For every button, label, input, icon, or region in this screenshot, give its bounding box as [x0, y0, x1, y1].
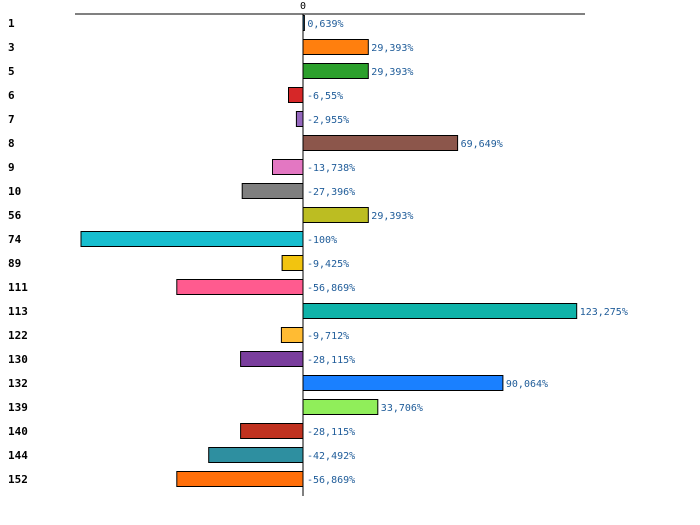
bar-144 [208, 447, 304, 463]
value-label-144: -42,492% [307, 451, 355, 462]
category-label-7: 7 [8, 113, 15, 126]
bar-89 [281, 255, 304, 271]
bar-152 [176, 471, 304, 487]
value-label-74: -100% [307, 235, 337, 246]
value-label-6: -6,55% [307, 91, 343, 102]
bar-3 [302, 39, 369, 55]
value-label-89: -9,425% [307, 259, 349, 270]
bar-113 [302, 303, 578, 319]
bar-9 [272, 159, 304, 175]
bar-7 [295, 111, 304, 127]
value-label-1: 0,639% [307, 19, 343, 30]
category-label-89: 89 [8, 257, 21, 270]
bar-series [80, 15, 578, 487]
value-label-3: 29,393% [371, 43, 413, 54]
category-label-56: 56 [8, 209, 22, 222]
bar-1 [302, 15, 305, 31]
category-label-140: 140 [8, 425, 28, 438]
value-label-56: 29,393% [371, 211, 413, 222]
value-label-132: 90,064% [506, 379, 548, 390]
category-label-6: 6 [8, 89, 15, 102]
category-label-113: 113 [8, 305, 28, 318]
label-layer: 1 0,639% 3 29,393% 5 29,393% 6 -6,55% 7 -2,955% 8 6… [8, 17, 628, 486]
category-label-122: 122 [8, 329, 28, 342]
value-label-8: 69,649% [461, 139, 503, 150]
value-label-10: -27,396% [307, 187, 355, 198]
category-label-74: 74 [8, 233, 22, 246]
bar-139 [302, 399, 379, 415]
value-label-122: -9,712% [307, 331, 349, 342]
category-label-111: 111 [8, 281, 28, 294]
bar-10 [241, 183, 304, 199]
value-label-113: 123,275% [580, 307, 628, 318]
bar-8 [302, 135, 459, 151]
bar-132 [302, 375, 504, 391]
bar-5 [302, 63, 369, 79]
category-label-8: 8 [8, 137, 15, 150]
bar-74 [80, 231, 304, 247]
category-label-152: 152 [8, 473, 28, 486]
value-label-139: 33,706% [381, 403, 423, 414]
category-label-139: 139 [8, 401, 28, 414]
value-label-111: -56,869% [307, 283, 355, 294]
value-label-7: -2,955% [307, 115, 349, 126]
zero-tick-label: 0 [300, 1, 306, 12]
category-label-132: 132 [8, 377, 28, 390]
category-label-5: 5 [8, 65, 15, 78]
category-label-3: 3 [8, 41, 15, 54]
bar-111 [176, 279, 304, 295]
value-label-9: -13,738% [307, 163, 355, 174]
category-label-10: 10 [8, 185, 21, 198]
category-label-130: 130 [8, 353, 28, 366]
category-label-1: 1 [8, 17, 15, 30]
bar-56 [302, 207, 369, 223]
bar-140 [240, 423, 304, 439]
category-label-9: 9 [8, 161, 15, 174]
value-label-5: 29,393% [371, 67, 413, 78]
value-label-140: -28,115% [307, 427, 355, 438]
value-label-152: -56,869% [307, 475, 355, 486]
bar-122 [280, 327, 304, 343]
category-label-144: 144 [8, 449, 28, 462]
bar-6 [288, 87, 304, 103]
bar-130 [240, 351, 304, 367]
value-label-130: -28,115% [307, 355, 355, 366]
